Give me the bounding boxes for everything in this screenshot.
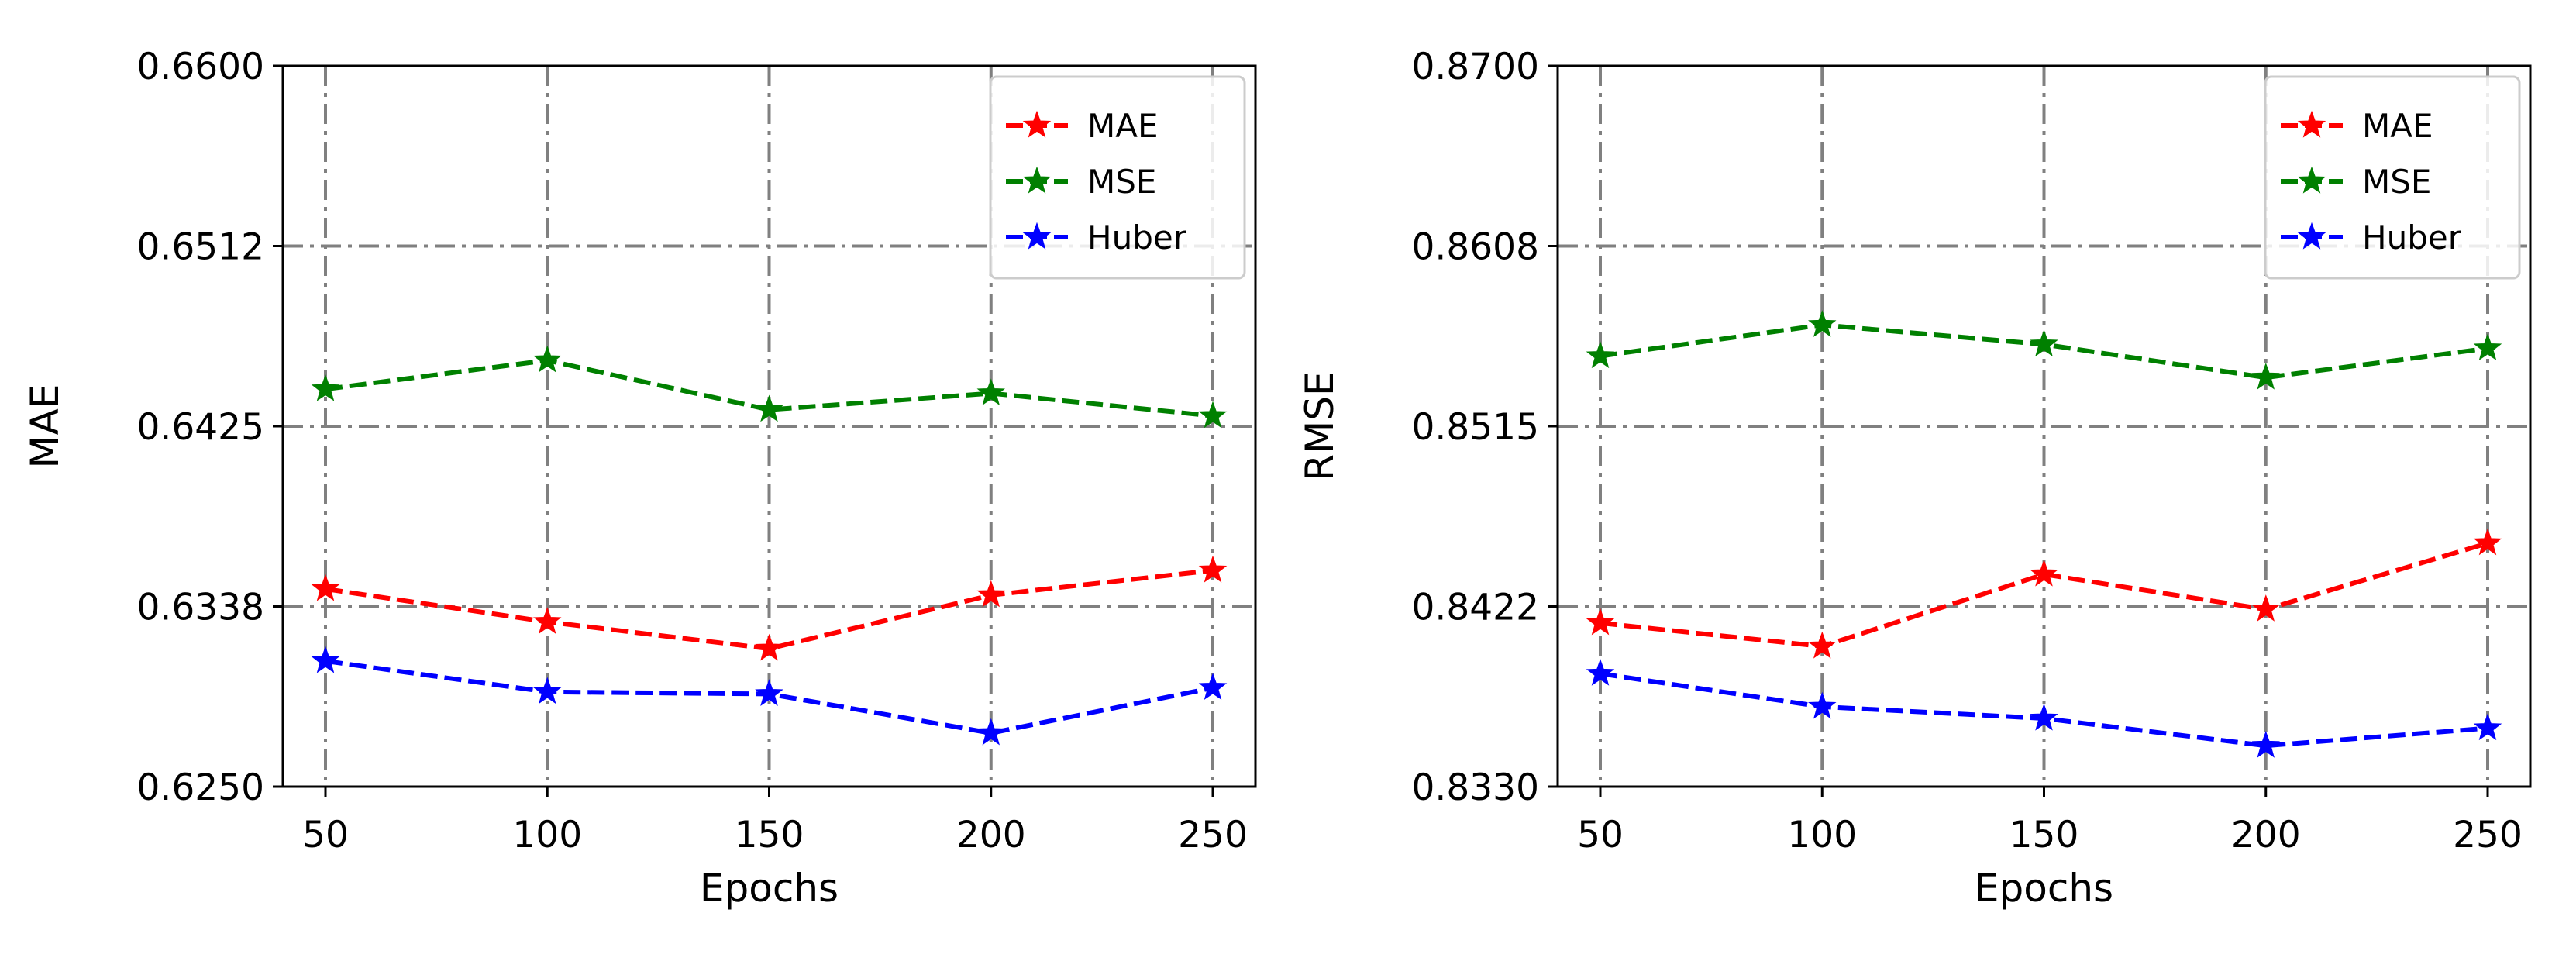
series-line-mse [325,357,1214,418]
data-point-huber [1586,658,1615,686]
data-point-mae [1808,631,1837,659]
y-tick-label: 0.8515 [1412,406,1539,449]
data-point-mae [2473,528,2502,556]
x-tick-label: 250 [1178,814,1248,856]
data-point-mae [2251,594,2280,622]
x-tick-label: 250 [2453,814,2523,856]
y-tick-label: 0.8608 [1412,226,1539,269]
y-tick-label: 0.6600 [137,46,264,88]
data-point-mae [976,580,1005,608]
data-point-huber [311,646,340,673]
y-tick-label: 0.6425 [137,406,264,449]
chart-2: 0.8330 0.8422 0.8515 0.8608 0.8700 50 100 150 20… [1297,46,2532,911]
data-point-mse [1808,310,1837,337]
data-point-huber [2473,713,2502,741]
x-tick-label: 150 [2009,814,2079,856]
x-tick-label: 50 [1577,814,1624,856]
x-tick-label: 150 [735,814,804,856]
data-point-mse [2030,329,2058,356]
y-tick-label: 0.6338 [137,587,264,629]
legend-marker-huber [1022,222,1052,250]
data-point-mse [533,345,562,373]
data-point-mae [1198,555,1228,583]
axes-frame [1556,64,2532,788]
legend-label-huber: Huber [2362,219,2462,257]
data-point-huber [755,679,783,706]
data-point-mse [311,374,340,401]
x-axis-label: Epochs [700,866,839,911]
data-point-mse [1198,401,1228,429]
data-point-mse [2251,363,2280,390]
axes-frame [281,64,1257,788]
legend-label-mae: MAE [2362,107,2433,145]
legend-marker-mae [1022,110,1052,138]
data-point-mse [1586,341,1615,369]
y-tick-label: 0.6512 [137,226,264,269]
y-axis-label: MAE [22,384,67,469]
data-point-huber [2251,731,2280,758]
y-axis-label: RMSE [1297,371,1342,480]
data-point-huber [2030,703,2058,731]
legend-marker-huber [2297,222,2326,250]
data-point-mae [533,607,562,634]
y-tick-label: 0.6250 [137,766,264,809]
data-point-mse [755,394,783,422]
y-tick-label: 0.8700 [1412,46,1539,88]
data-point-mse [976,378,1005,405]
x-tick-label: 50 [302,814,349,856]
series-line-mae [1600,540,2488,649]
legend-marker-mse [2297,166,2326,194]
y-tick-label: 0.8330 [1412,766,1539,809]
data-point-mae [2030,559,2058,587]
data-point-mse [2473,333,2502,360]
data-point-huber [1808,691,1837,719]
data-point-mae [755,633,783,661]
x-tick-label: 100 [1787,814,1857,856]
x-axis-label: Epochs [1975,866,2113,911]
x-tick-label: 200 [2231,814,2301,856]
x-tick-label: 200 [956,814,1026,856]
legend-label-huber: Huber [1087,219,1187,257]
data-point-mae [311,574,340,601]
x-tick-label: 100 [512,814,582,856]
legend-marker-mse [1022,166,1052,194]
legend-label-mse: MSE [1087,163,1156,201]
legend-label-mae: MAE [1087,107,1159,145]
data-point-huber [976,718,1005,746]
data-point-huber [1198,673,1228,700]
data-point-huber [533,677,562,704]
y-tick-label: 0.8422 [1412,587,1539,629]
legend-marker-mae [2297,110,2326,138]
chart-1: 0.6250 0.6338 0.6425 0.6512 0.6600 50 100 150 20… [22,46,1257,911]
data-point-mae [1586,608,1615,636]
legend-label-mse: MSE [2362,163,2431,201]
